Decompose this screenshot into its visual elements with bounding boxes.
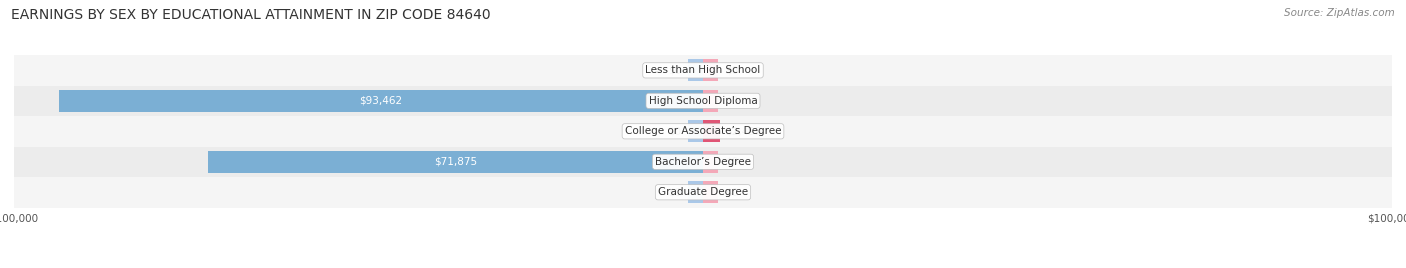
- Text: $71,875: $71,875: [434, 157, 477, 167]
- Text: $0: $0: [668, 65, 681, 75]
- Text: $0: $0: [725, 65, 738, 75]
- Bar: [688, 181, 703, 203]
- Text: $0: $0: [668, 126, 681, 136]
- Text: $0: $0: [725, 96, 738, 106]
- Text: $0: $0: [725, 187, 738, 197]
- Bar: [14, 85, 1392, 116]
- Text: $0: $0: [725, 157, 738, 167]
- Text: Source: ZipAtlas.com: Source: ZipAtlas.com: [1284, 8, 1395, 18]
- Bar: [703, 90, 718, 112]
- Bar: [703, 59, 718, 81]
- Bar: [14, 177, 1392, 207]
- Text: Graduate Degree: Graduate Degree: [658, 187, 748, 197]
- Text: $2,499: $2,499: [725, 126, 762, 136]
- Text: EARNINGS BY SEX BY EDUCATIONAL ATTAINMENT IN ZIP CODE 84640: EARNINGS BY SEX BY EDUCATIONAL ATTAINMEN…: [11, 8, 491, 22]
- Text: Bachelor’s Degree: Bachelor’s Degree: [655, 157, 751, 167]
- Text: High School Diploma: High School Diploma: [648, 96, 758, 106]
- Text: College or Associate’s Degree: College or Associate’s Degree: [624, 126, 782, 136]
- Bar: [208, 151, 703, 173]
- Bar: [688, 59, 703, 81]
- Text: Less than High School: Less than High School: [645, 65, 761, 75]
- Text: $93,462: $93,462: [360, 96, 402, 106]
- Bar: [14, 147, 1392, 177]
- Bar: [688, 120, 703, 142]
- Text: $0: $0: [668, 187, 681, 197]
- Bar: [703, 151, 718, 173]
- Bar: [59, 90, 703, 112]
- Bar: [14, 116, 1392, 147]
- Bar: [703, 120, 720, 142]
- Bar: [14, 55, 1392, 85]
- Bar: [703, 181, 718, 203]
